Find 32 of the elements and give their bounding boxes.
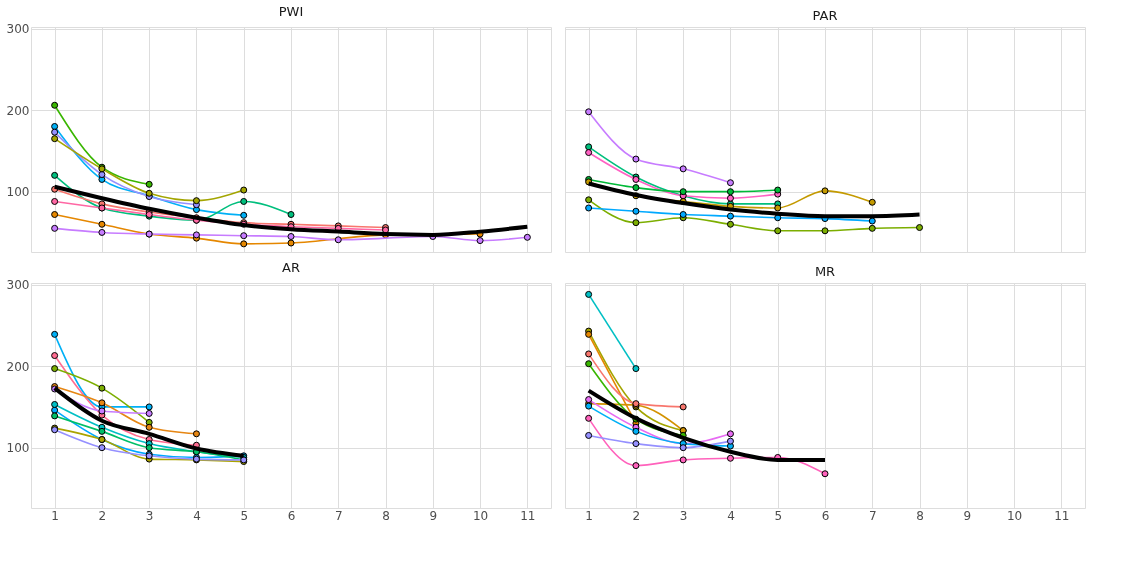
x-tick-label: 4 — [727, 508, 735, 523]
y-tick-label: 300 — [6, 278, 30, 293]
chart-title: PWI — [278, 3, 304, 19]
y-tick-label: 200 — [6, 103, 30, 118]
x-tick-label: 6 — [287, 508, 296, 523]
x-tick-label: 3 — [679, 508, 688, 523]
chart-title: AR — [282, 259, 300, 275]
y-tick-label: 200 — [6, 359, 30, 374]
x-tick-label: 11 — [520, 508, 536, 523]
x-tick-label: 9 — [429, 508, 438, 523]
x-tick-label: 1 — [585, 508, 593, 523]
chart-title: MR — [814, 264, 836, 279]
x-tick-label: 6 — [821, 508, 830, 523]
x-tick-label: 3 — [145, 508, 154, 523]
x-tick-label: 8 — [916, 508, 924, 523]
x-tick-label: 4 — [193, 508, 201, 523]
x-tick-label: 7 — [334, 508, 343, 523]
x-tick-label: 1 — [51, 508, 59, 523]
x-tick-label: 8 — [382, 508, 390, 523]
x-tick-label: 10 — [1006, 508, 1023, 523]
x-tick-label: 5 — [774, 508, 783, 523]
x-tick-label: 9 — [963, 508, 972, 523]
x-tick-label: 5 — [240, 508, 249, 523]
y-tick-label: 100 — [6, 441, 30, 456]
chart-title: PAR — [812, 8, 838, 23]
y-tick-label: 300 — [6, 22, 30, 37]
x-tick-label: 2 — [632, 508, 641, 523]
x-tick-label: 10 — [472, 508, 489, 523]
x-tick-label: 11 — [1054, 508, 1070, 523]
x-tick-label: 7 — [868, 508, 877, 523]
x-tick-label: 2 — [98, 508, 107, 523]
y-tick-label: 100 — [6, 185, 30, 200]
